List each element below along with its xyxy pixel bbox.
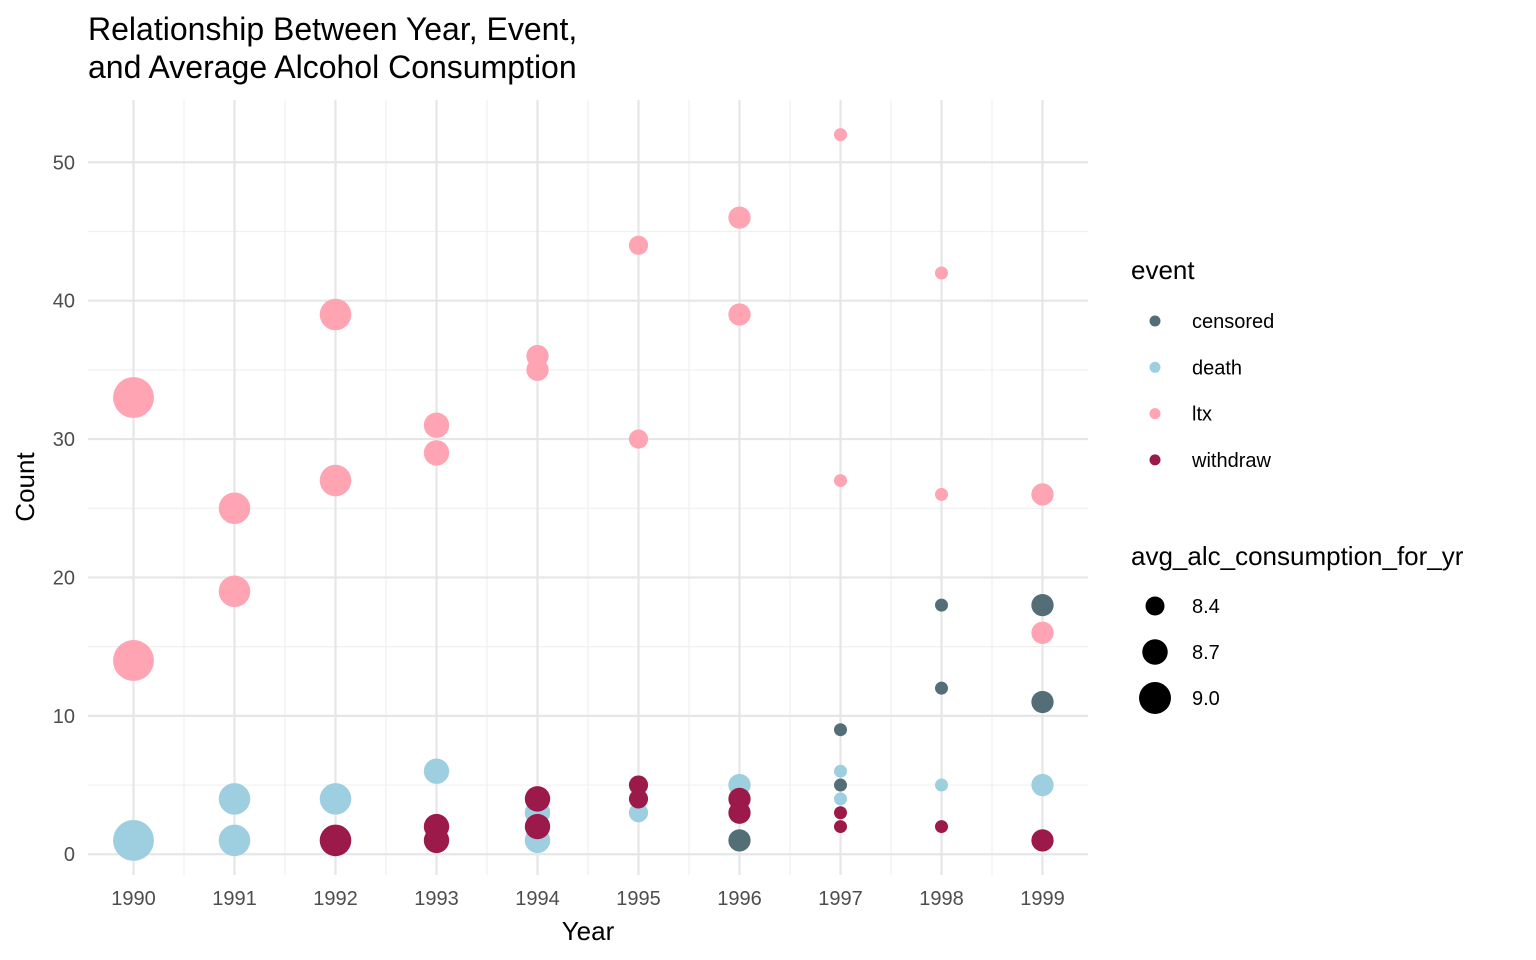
size-legend-key — [1139, 682, 1171, 714]
point-death — [935, 778, 948, 792]
legend-label-ltx: ltx — [1192, 404, 1212, 426]
point-withdraw — [628, 789, 649, 809]
x-tick-label: 1991 — [212, 888, 257, 910]
legend-key-ltx — [1149, 408, 1161, 420]
point-ltx — [834, 474, 847, 488]
point-ltx — [728, 206, 751, 229]
point-death — [834, 792, 847, 806]
point-ltx — [1031, 621, 1054, 644]
size-legend-key — [1142, 639, 1168, 665]
point-ltx — [113, 640, 154, 681]
x-axis-label: Year — [562, 916, 615, 946]
point-withdraw — [834, 806, 847, 820]
color-legend: event censored death ltx withdraw — [1131, 255, 1274, 472]
y-tick-label: 10 — [53, 706, 75, 728]
y-tick-label: 0 — [64, 844, 75, 866]
plot-grid — [88, 100, 1088, 875]
point-ltx — [935, 487, 948, 501]
point-withdraw — [1031, 829, 1054, 852]
legend-label-censored: censored — [1192, 311, 1274, 333]
point-death — [1031, 773, 1054, 797]
y-tick-label: 20 — [53, 567, 75, 589]
x-tick-label: 1995 — [616, 888, 661, 910]
point-withdraw — [423, 827, 450, 854]
point-censored — [1031, 690, 1054, 714]
legend-label-withdraw: withdraw — [1191, 450, 1271, 472]
point-ltx — [1031, 483, 1054, 506]
x-tick-label: 1990 — [111, 888, 156, 910]
point-censored — [834, 723, 847, 737]
y-tick-label: 30 — [53, 429, 75, 451]
legend-key-death — [1149, 361, 1161, 373]
y-tick-label: 50 — [53, 152, 75, 174]
point-withdraw — [524, 813, 551, 840]
point-ltx — [113, 377, 154, 418]
point-withdraw — [628, 775, 649, 795]
size-legend-label: 8.4 — [1192, 596, 1220, 618]
legend-key-censored — [1149, 315, 1161, 327]
point-censored — [1031, 593, 1054, 617]
point-death — [834, 764, 847, 778]
point-death — [218, 783, 251, 815]
x-tick-label: 1994 — [515, 888, 560, 910]
point-censored — [834, 778, 847, 792]
legend-key-withdraw — [1149, 454, 1161, 466]
point-ltx — [319, 464, 352, 497]
point-withdraw — [728, 801, 751, 824]
point-ltx — [319, 298, 352, 331]
point-ltx — [218, 492, 251, 525]
point-death — [319, 783, 352, 815]
point-ltx — [423, 440, 450, 466]
point-ltx — [628, 429, 649, 449]
point-ltx — [526, 358, 549, 382]
size-legend-label: 9.0 — [1192, 688, 1220, 710]
point-ltx — [628, 235, 649, 255]
size-legend-title: avg_alc_consumption_for_yr — [1131, 541, 1464, 571]
point-censored — [935, 598, 948, 612]
x-tick-label: 1993 — [414, 888, 459, 910]
point-withdraw — [319, 824, 352, 857]
point-ltx — [423, 412, 450, 438]
size-legend-label: 8.7 — [1192, 642, 1220, 664]
x-tick-label: 1992 — [313, 888, 358, 910]
size-legend: avg_alc_consumption_for_yr 8.4 8.7 9.0 — [1131, 541, 1464, 714]
chart-title-line-1: Relationship Between Year, Event, — [88, 11, 577, 47]
point-withdraw — [524, 786, 551, 812]
point-censored — [728, 829, 751, 852]
size-legend-key — [1145, 596, 1165, 616]
legend-label-death: death — [1192, 357, 1242, 379]
point-ltx — [728, 303, 751, 326]
point-ltx — [834, 128, 847, 142]
x-tick-label: 1996 — [717, 888, 762, 910]
y-axis-label: Count — [10, 452, 40, 522]
color-legend-title: event — [1131, 255, 1195, 285]
x-tick-label: 1997 — [818, 888, 863, 910]
point-ltx — [935, 266, 948, 280]
axis-ticks: 0 10 20 30 40 50 1990 1991 1992 1993 1994 1995 1996 1… — [53, 152, 1065, 910]
data-points — [113, 128, 1054, 861]
point-ltx — [218, 575, 251, 608]
point-death — [113, 819, 154, 861]
point-death — [628, 803, 649, 823]
x-tick-label: 1999 — [1020, 888, 1065, 910]
point-withdraw — [834, 820, 847, 834]
point-death — [423, 758, 450, 784]
point-censored — [935, 681, 948, 695]
x-tick-label: 1998 — [919, 888, 964, 910]
chart-title-line-2: and Average Alcohol Consumption — [88, 49, 577, 85]
point-death — [218, 824, 251, 857]
point-withdraw — [935, 820, 948, 834]
y-tick-label: 40 — [53, 291, 75, 313]
